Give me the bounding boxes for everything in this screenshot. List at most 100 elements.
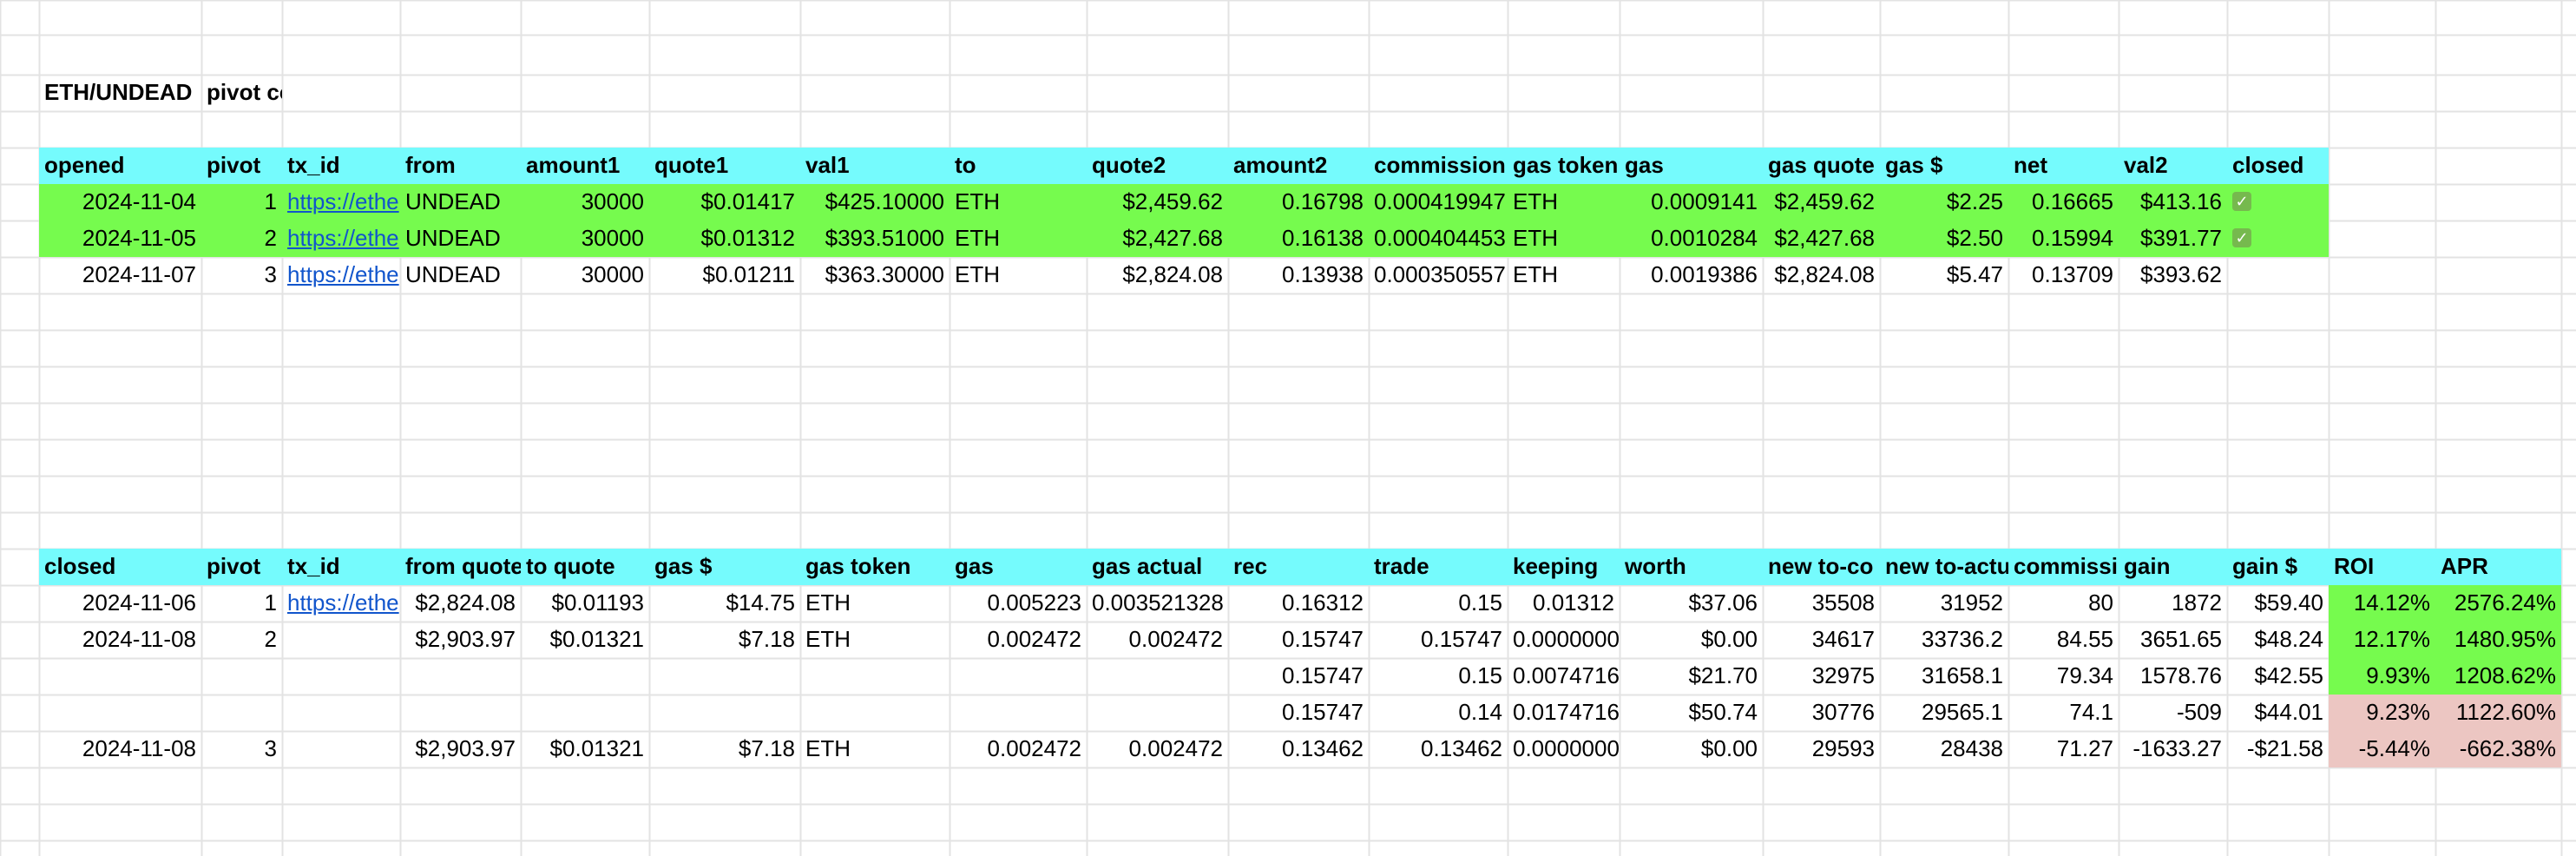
opened-cell[interactable]: 0.15994	[2008, 221, 2119, 257]
closed-check-cell[interactable]: ✓	[2227, 221, 2329, 257]
closed-cell[interactable]: $7.18	[738, 626, 795, 652]
opened-cell[interactable]: $363.30000	[825, 261, 944, 287]
closed-cell[interactable]	[521, 658, 649, 695]
header-gas-token[interactable]: gas token	[1508, 148, 1620, 184]
roi-cell[interactable]: 14.12%	[2329, 585, 2435, 622]
opened-cell[interactable]: $2,459.62	[1087, 184, 1228, 221]
header-amount1[interactable]: amount1	[521, 148, 649, 184]
header-from-quote[interactable]: from quote	[400, 549, 521, 585]
closed-cell[interactable]: $2,903.97	[415, 626, 516, 652]
header-opened[interactable]: opened	[39, 148, 201, 184]
closed-cell[interactable]: 2024-11-08	[82, 735, 196, 761]
closed-cell[interactable]: $7.18	[738, 735, 795, 761]
closed-cell[interactable]: 2024-11-06	[82, 589, 196, 616]
header-gain-[interactable]: gain $	[2227, 549, 2329, 585]
opened-cell[interactable]: 0.13938	[1282, 261, 1364, 287]
header-gas[interactable]: gas	[1620, 148, 1763, 184]
closed-cell[interactable]	[282, 622, 400, 658]
header-to[interactable]: to	[950, 148, 1087, 184]
closed-cell[interactable]	[950, 658, 1087, 695]
closed-cell[interactable]: $48.24	[2254, 626, 2323, 652]
opened-cell[interactable]: 0.0009141	[1620, 184, 1763, 221]
opened-cell[interactable]: ETH	[950, 221, 1087, 257]
closed-cell[interactable]: $0.00	[1700, 735, 1758, 761]
tx-link[interactable]: https://ethe	[287, 589, 399, 616]
closed-cell[interactable]: 80	[2088, 589, 2113, 616]
closed-cell[interactable]: 29593	[1811, 735, 1875, 761]
opened-cell[interactable]: 0.16798	[1228, 184, 1369, 221]
closed-cell[interactable]: $0.00	[1700, 626, 1758, 652]
closed-cell[interactable]: 29565.1	[1922, 699, 2003, 725]
closed-cell[interactable]: 74.1	[2069, 699, 2113, 725]
closed-cell[interactable]: 0.0000000	[1513, 626, 1620, 652]
opened-cell[interactable]: ETH	[950, 184, 1087, 221]
closed-cell[interactable]: 0.01312	[1533, 589, 1614, 616]
header-val2[interactable]: val2	[2119, 148, 2227, 184]
closed-cell[interactable]: 1872	[2172, 589, 2222, 616]
header-roi[interactable]: ROI	[2329, 549, 2435, 585]
opened-cell[interactable]: $0.01417	[649, 184, 800, 221]
closed-cell[interactable]: 0.002472	[1128, 735, 1223, 761]
opened-cell[interactable]: 30000	[521, 184, 649, 221]
opened-cell[interactable]: $0.01211	[702, 261, 795, 287]
closed-cell[interactable]: 0.13462	[1421, 735, 1502, 761]
closed-cell[interactable]	[1087, 658, 1228, 695]
closed-cell[interactable]: 0.005223	[987, 589, 1081, 616]
closed-cell[interactable]	[649, 695, 800, 731]
sheet-title-label[interactable]: pivot computer	[207, 79, 282, 105]
opened-cell[interactable]: 0.000350557	[1374, 261, 1506, 287]
header-worth[interactable]: worth	[1620, 549, 1763, 585]
closed-cell[interactable]: 0.0074716	[1513, 662, 1620, 688]
checkbox-checked-icon[interactable]: ✓	[2232, 192, 2251, 212]
roi-cell[interactable]: 12.17%	[2329, 622, 2435, 658]
opened-cell[interactable]: UNDEAD	[400, 184, 521, 221]
closed-cell[interactable]: $0.01321	[549, 626, 644, 652]
tx-id-cell[interactable]: https://ethe	[282, 184, 400, 221]
header-tx-id[interactable]: tx_id	[282, 549, 400, 585]
header-from[interactable]: from	[400, 148, 521, 184]
opened-cell[interactable]: UNDEAD	[400, 221, 521, 257]
opened-cell[interactable]: $2,824.08	[1774, 261, 1875, 287]
header-amount2[interactable]: amount2	[1228, 148, 1369, 184]
closed-cell[interactable]	[201, 658, 282, 695]
header-quote2[interactable]: quote2	[1087, 148, 1228, 184]
header-gas-token[interactable]: gas token	[800, 549, 950, 585]
closed-cell[interactable]: 2024-11-08	[82, 626, 196, 652]
header-trade[interactable]: trade	[1369, 549, 1508, 585]
roi-cell[interactable]: 9.93%	[2329, 658, 2435, 695]
header-rec[interactable]: rec	[1228, 549, 1369, 585]
opened-cell[interactable]: $393.51000	[800, 221, 950, 257]
closed-cell[interactable]	[950, 695, 1087, 731]
closed-cell[interactable]: -1633.27	[2132, 735, 2222, 761]
closed-cell[interactable]: $0.01321	[549, 735, 644, 761]
closed-cell[interactable]: 1	[264, 589, 277, 616]
opened-cell[interactable]: $2,427.68	[1087, 221, 1228, 257]
closed-cell[interactable]: 28438	[1940, 735, 2003, 761]
closed-cell[interactable]: 0.15747	[1282, 662, 1364, 688]
closed-cell[interactable]: ETH	[805, 589, 851, 616]
opened-cell[interactable]: 1	[201, 184, 282, 221]
closed-cell[interactable]: -509	[2176, 699, 2222, 725]
closed-cell[interactable]: 35508	[1811, 589, 1875, 616]
header-gas-[interactable]: gas $	[1880, 148, 2008, 184]
closed-cell[interactable]	[1087, 695, 1228, 731]
closed-cell[interactable]: 0.15747	[1282, 626, 1364, 652]
apr-cell[interactable]: 2576.24%	[2435, 585, 2561, 622]
checkbox-checked-icon[interactable]: ✓	[2232, 228, 2251, 248]
header-pivot[interactable]: pivot	[201, 148, 282, 184]
closed-cell[interactable]	[282, 658, 400, 695]
closed-cell[interactable]: 2	[264, 626, 277, 652]
header-new-to-co[interactable]: new to-co	[1763, 549, 1880, 585]
closed-cell[interactable]: 0.002472	[1128, 626, 1223, 652]
opened-cell[interactable]: 2024-11-07	[82, 261, 196, 287]
closed-cell[interactable]: $2,824.08	[415, 589, 516, 616]
opened-cell[interactable]: $5.47	[1946, 261, 2003, 287]
opened-cell[interactable]: $413.16	[2119, 184, 2227, 221]
opened-cell[interactable]: UNDEAD	[405, 261, 501, 287]
closed-cell[interactable]	[282, 695, 400, 731]
closed-cell[interactable]: ETH	[805, 735, 851, 761]
header-gas-actual[interactable]: gas actual	[1087, 549, 1228, 585]
opened-cell[interactable]: 2024-11-05	[39, 221, 201, 257]
closed-cell[interactable]: 31952	[1940, 589, 2003, 616]
opened-cell[interactable]: 3	[264, 261, 277, 287]
